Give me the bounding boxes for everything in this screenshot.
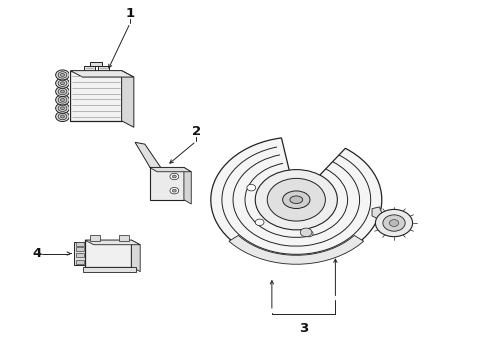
Circle shape [56, 86, 70, 96]
FancyBboxPatch shape [119, 235, 129, 241]
FancyBboxPatch shape [75, 260, 83, 264]
FancyBboxPatch shape [75, 247, 83, 251]
Circle shape [255, 170, 337, 230]
Polygon shape [184, 167, 191, 204]
Text: 4: 4 [33, 247, 42, 260]
Circle shape [172, 189, 176, 192]
Circle shape [56, 95, 70, 105]
Circle shape [211, 137, 382, 262]
Polygon shape [229, 235, 364, 264]
Circle shape [61, 90, 65, 93]
Polygon shape [71, 71, 134, 77]
Circle shape [390, 220, 399, 226]
FancyBboxPatch shape [75, 242, 83, 246]
Circle shape [56, 78, 70, 88]
Circle shape [170, 173, 179, 180]
Polygon shape [85, 240, 140, 245]
Circle shape [170, 188, 179, 194]
Polygon shape [131, 240, 140, 272]
Circle shape [61, 98, 65, 101]
Circle shape [58, 96, 67, 103]
Circle shape [255, 219, 264, 226]
Circle shape [61, 115, 65, 118]
Polygon shape [135, 142, 162, 171]
Circle shape [300, 228, 312, 237]
FancyBboxPatch shape [74, 242, 85, 265]
Wedge shape [211, 138, 382, 262]
Circle shape [267, 179, 325, 221]
Circle shape [58, 113, 67, 120]
Circle shape [375, 210, 413, 237]
FancyBboxPatch shape [82, 267, 136, 272]
Polygon shape [150, 167, 191, 172]
Circle shape [61, 82, 65, 85]
FancyBboxPatch shape [75, 253, 83, 257]
FancyBboxPatch shape [150, 167, 184, 200]
Circle shape [304, 230, 313, 237]
Text: 2: 2 [192, 125, 201, 138]
Circle shape [58, 72, 67, 78]
Circle shape [58, 105, 67, 112]
Ellipse shape [290, 196, 303, 203]
Circle shape [58, 88, 67, 95]
Polygon shape [122, 71, 134, 127]
Circle shape [58, 80, 67, 86]
Circle shape [247, 184, 256, 191]
Ellipse shape [283, 191, 310, 208]
Polygon shape [69, 71, 71, 121]
Text: 3: 3 [299, 322, 308, 335]
FancyBboxPatch shape [90, 62, 102, 66]
FancyBboxPatch shape [90, 235, 99, 241]
Circle shape [61, 107, 65, 110]
Circle shape [56, 103, 70, 113]
Circle shape [61, 73, 65, 76]
Circle shape [383, 215, 405, 231]
FancyBboxPatch shape [84, 66, 95, 71]
Polygon shape [372, 207, 389, 223]
Text: 1: 1 [125, 7, 135, 20]
Circle shape [56, 112, 70, 122]
FancyBboxPatch shape [71, 71, 122, 121]
FancyBboxPatch shape [85, 240, 131, 267]
Circle shape [172, 175, 176, 178]
Circle shape [56, 70, 70, 80]
FancyBboxPatch shape [98, 66, 109, 71]
